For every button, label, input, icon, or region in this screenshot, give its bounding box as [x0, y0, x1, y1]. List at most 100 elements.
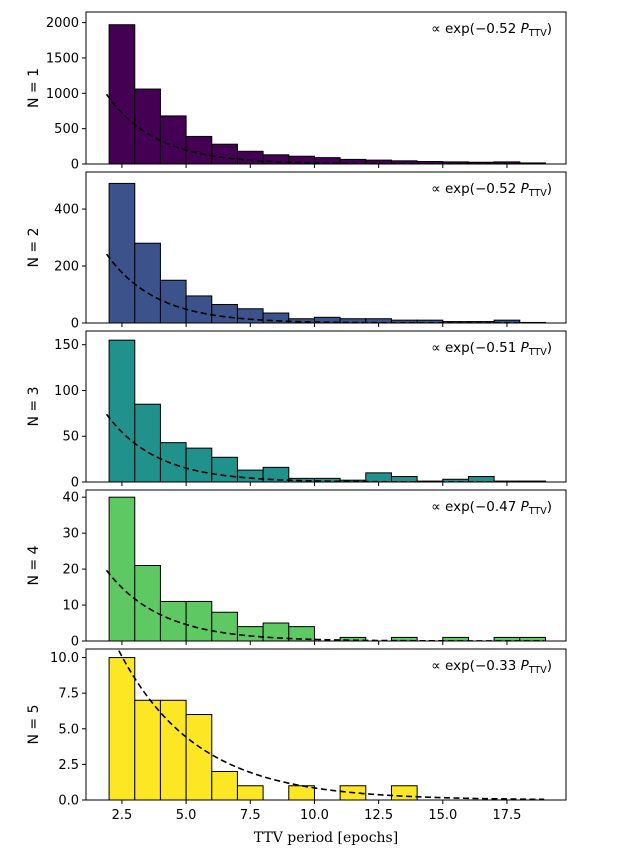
histogram-bar	[262, 622, 290, 641]
histogram-bar	[262, 312, 290, 323]
histogram-bar	[185, 135, 213, 164]
histogram-bar	[236, 150, 264, 164]
y-tick-label: 10.0	[50, 651, 79, 666]
y-tick-label: 5.0	[58, 722, 79, 737]
y-tick-label: 0.0	[58, 794, 79, 809]
x-tick-label: 7.5	[240, 808, 261, 823]
histogram-bar	[365, 472, 392, 482]
histogram-bar	[288, 155, 315, 164]
histogram-bar	[185, 600, 213, 641]
x-tick-label: 10.0	[300, 808, 329, 823]
x-tick-label: 17.5	[492, 808, 521, 823]
histogram-bar	[108, 496, 136, 641]
y-tick-label: 0	[71, 158, 79, 173]
histogram-bar	[467, 476, 495, 482]
histogram-bar	[339, 636, 367, 641]
panel-1: 0 500 1000 1500 2000 N = 1 ∝ exp(−0.52 PTTV)	[26, 11, 567, 173]
histogram-bar	[288, 785, 315, 800]
y-tick-label: 2000	[46, 16, 79, 31]
histogram-bar	[519, 636, 546, 641]
y-tick-label: 2.5	[58, 758, 79, 773]
histogram-bar	[159, 442, 187, 482]
histogram-bar	[211, 771, 238, 800]
y-axis-label: N = 1	[26, 68, 42, 108]
histogram-bar	[159, 115, 187, 164]
y-tick-label: 150	[54, 338, 79, 353]
fit-annotation: ∝ exp(−0.47 PTTV)	[431, 499, 552, 517]
y-tick-label: 1500	[46, 51, 79, 66]
histogram-bar	[134, 403, 161, 482]
histogram-bar	[236, 308, 264, 323]
y-tick-label: 0	[71, 317, 79, 332]
y-tick-label: 20	[62, 563, 79, 578]
histogram-bar	[159, 699, 187, 800]
histogram-bar	[442, 636, 469, 641]
bars	[105, 339, 546, 482]
histogram-bar	[236, 469, 264, 482]
panel-5: 0.0 2.5 5.0 7.5 10.0 2.5 5.0 7.5 10.0 12.5 15.0 17.…	[26, 648, 567, 823]
histogram-bar	[211, 143, 238, 164]
histogram-bar	[134, 242, 161, 323]
histogram-bar	[365, 318, 392, 323]
y-tick-label: 40	[62, 491, 79, 506]
exponential-fit-line	[117, 649, 545, 800]
x-tick-label: 5.0	[176, 808, 197, 823]
panel-3: 0 50 100 150 N = 3 ∝ exp(−0.51 PTTV)	[26, 330, 567, 491]
histogram-bar	[262, 466, 290, 482]
y-axis-label: N = 4	[26, 545, 42, 585]
axes-frame	[85, 330, 567, 483]
histogram-bar	[211, 611, 238, 641]
x-tick-label: 2.5	[112, 808, 133, 823]
fit-annotation: ∝ exp(−0.33 PTTV)	[431, 658, 552, 676]
fit-annotation: ∝ exp(−0.52 PTTV)	[431, 21, 552, 39]
y-axis-label: N = 5	[26, 704, 42, 744]
y-tick-label: 1000	[46, 87, 79, 102]
y-tick-label: 30	[62, 527, 79, 542]
histogram-bar	[108, 182, 136, 323]
histogram-bar	[159, 279, 187, 323]
bars	[105, 496, 546, 641]
histogram-bar	[108, 24, 136, 164]
histogram-bar	[236, 785, 264, 800]
fit-annotation: ∝ exp(−0.52 PTTV)	[431, 181, 552, 199]
histogram-bar	[211, 456, 238, 482]
panel-2: 0 200 400 N = 2 ∝ exp(−0.52 PTTV)	[26, 171, 567, 332]
histogram-bar	[211, 303, 238, 323]
y-axis-label: N = 2	[26, 227, 42, 267]
axes-frame	[85, 489, 567, 642]
y-tick-label: 400	[54, 203, 79, 218]
histogram-bar	[134, 565, 161, 641]
histogram-bar	[236, 626, 264, 641]
histogram-bar	[108, 657, 136, 800]
axes-frame	[85, 171, 567, 324]
histogram-bar	[262, 154, 290, 164]
histogram-bar	[365, 159, 392, 164]
histogram-bar	[134, 88, 161, 164]
histogram-bar	[134, 699, 161, 800]
y-tick-label: 100	[54, 384, 79, 399]
histogram-bar	[390, 476, 418, 482]
histogram-bar	[185, 447, 213, 482]
x-axis-label: TTV period [epochs]	[254, 830, 398, 846]
x-tick-label: 15.0	[428, 808, 457, 823]
y-tick-label: 10	[62, 599, 79, 614]
fit-annotation: ∝ exp(−0.51 PTTV)	[431, 340, 552, 358]
axes-frame	[85, 11, 567, 165]
y-tick-label: 0	[71, 476, 79, 491]
bars	[105, 24, 546, 164]
y-tick-label: 7.5	[58, 687, 79, 702]
y-tick-label: 50	[62, 430, 79, 445]
bars	[108, 649, 545, 800]
y-tick-label: 200	[54, 260, 79, 275]
y-tick-label: 0	[71, 635, 79, 650]
histogram-bar	[185, 714, 213, 800]
axes-frame	[85, 648, 567, 801]
bars	[105, 182, 546, 323]
panel-4: 0 10 20 30 40 N = 4 ∝ exp(−0.47 PTTV)	[26, 489, 567, 650]
histogram-bar	[390, 636, 418, 641]
histogram-bar	[185, 295, 213, 323]
histogram-bar	[108, 339, 136, 482]
histogram-bar	[390, 785, 418, 800]
